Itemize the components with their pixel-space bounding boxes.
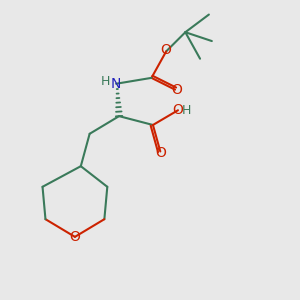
Text: N: N	[110, 77, 121, 91]
Text: H: H	[182, 104, 191, 117]
Text: O: O	[160, 43, 171, 57]
Text: O: O	[70, 230, 80, 244]
Text: O: O	[171, 82, 182, 97]
Text: O: O	[172, 103, 183, 117]
Text: H: H	[101, 75, 110, 88]
Text: O: O	[155, 146, 166, 160]
